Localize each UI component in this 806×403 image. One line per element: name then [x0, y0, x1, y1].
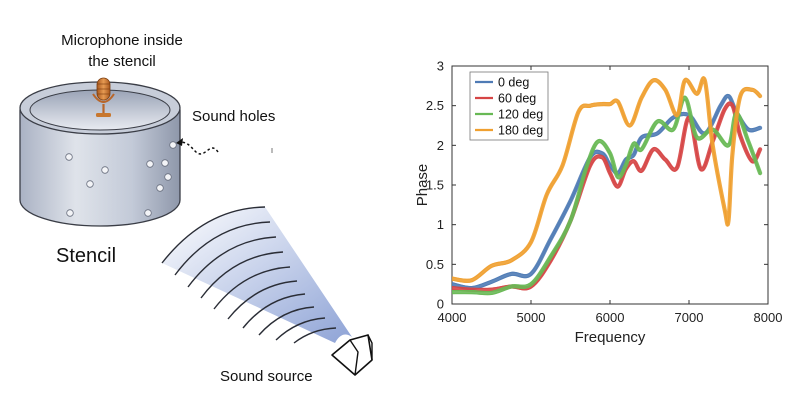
series-trace	[452, 104, 761, 293]
axis-ticks	[451, 65, 769, 305]
x-tick-label: 8000	[754, 310, 783, 325]
stencil-diagram: Microphone inside the stencil	[19, 32, 373, 385]
speaker-icon	[331, 334, 373, 376]
series-trace	[452, 76, 761, 280]
sound-holes-pointer	[176, 141, 219, 155]
legend: 0 deg 60 deg 120 deg 180 deg	[469, 71, 549, 141]
series-trace	[452, 93, 761, 287]
series-line	[452, 95, 763, 296]
axis-tick-labels: 4000 5000 6000 7000 8000 0 0.5 1 1.5 2 2.5 3	[426, 59, 783, 326]
x-tick-label: 5000	[517, 310, 546, 325]
microphone-label-line2: the stencil	[88, 53, 156, 70]
x-tick-label: 6000	[596, 310, 625, 325]
microphone-icon	[92, 77, 115, 117]
series-trace	[452, 95, 761, 293]
series-trace	[452, 98, 761, 296]
y-tick-label: 1.5	[426, 178, 444, 193]
legend-entry: 0 deg	[498, 76, 529, 90]
series-trace	[452, 79, 761, 283]
stencil-cylinder	[19, 81, 181, 227]
legend-entry: 120 deg	[498, 108, 543, 122]
sound-holes	[65, 141, 177, 217]
x-axis-label: Frequency	[575, 329, 646, 346]
y-tick-label: 1	[437, 217, 444, 232]
sound-wavefronts	[161, 206, 352, 344]
legend-box	[469, 71, 549, 141]
sound-source-label: Sound source	[220, 368, 313, 385]
y-axis-label: Phase	[414, 164, 431, 207]
legend-entry: 180 deg	[498, 124, 543, 138]
series-180-deg	[452, 76, 763, 283]
y-tick-label: 0.5	[426, 257, 444, 272]
y-tick-label: 2.5	[426, 98, 444, 113]
microphone-label-line1: Microphone inside	[61, 32, 183, 49]
x-tick-label: 4000	[438, 310, 467, 325]
series-lines	[452, 76, 763, 296]
sound-holes-label: Sound holes	[192, 108, 275, 125]
y-tick-label: 0	[437, 297, 444, 312]
x-tick-label: 7000	[675, 310, 704, 325]
legend-entry: 60 deg	[498, 92, 536, 106]
y-tick-label: 3	[437, 59, 444, 74]
phase-chart: 4000 5000 6000 7000 8000 0 0.5 1 1.5 2 2.5 3 Freque…	[414, 59, 782, 347]
series-120-deg	[452, 95, 763, 296]
stencil-label: Stencil	[56, 245, 116, 267]
y-tick-label: 2	[437, 138, 444, 153]
